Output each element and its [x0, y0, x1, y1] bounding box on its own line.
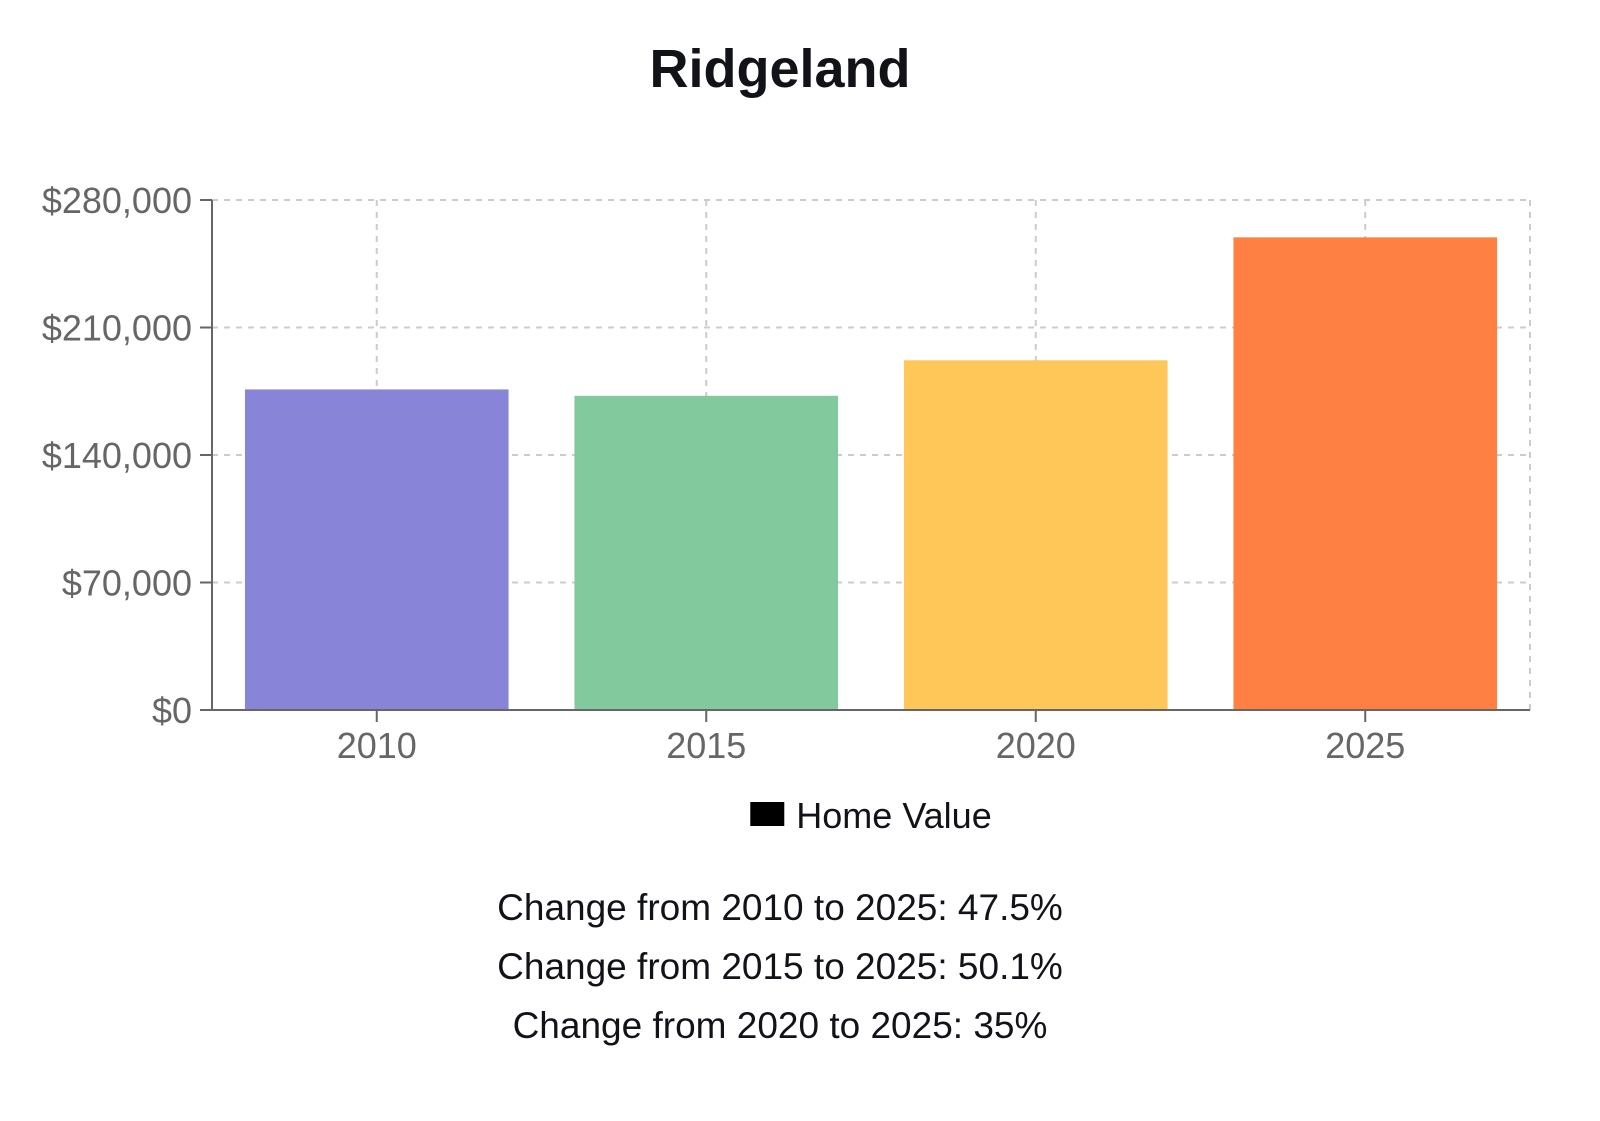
- change-note-2010: Change from 2010 to 2025: 47.5%: [497, 887, 1063, 928]
- chart-title: Ridgeland: [649, 39, 911, 99]
- bar-2010: [244, 389, 509, 710]
- x-tick-label: 2020: [996, 725, 1076, 766]
- y-tick-label: $210,000: [42, 308, 192, 349]
- y-tick-label: $0: [152, 690, 192, 731]
- x-tick-label: 2025: [1325, 725, 1405, 766]
- legend-swatch: [750, 802, 785, 826]
- bar-2025: [1233, 237, 1498, 710]
- bar-2015: [574, 395, 839, 710]
- x-tick-label: 2015: [666, 725, 746, 766]
- bar-2020: [903, 360, 1168, 710]
- change-note-2015: Change from 2015 to 2025: 50.1%: [497, 946, 1063, 987]
- change-notes: Change from 2010 to 2025: 47.5% Change f…: [0, 878, 1560, 1055]
- bar-chart: $0 $70,000 $140,000 $210,000 $280,000 2010 201…: [42, 180, 1531, 836]
- legend-label: Home Value: [796, 795, 991, 836]
- y-tick-label: $280,000: [42, 180, 192, 221]
- x-tick-label: 2010: [337, 725, 417, 766]
- change-note-2020: Change from 2020 to 2025: 35%: [512, 1005, 1048, 1046]
- y-tick-label: $140,000: [42, 435, 192, 476]
- y-tick-label: $70,000: [62, 563, 192, 604]
